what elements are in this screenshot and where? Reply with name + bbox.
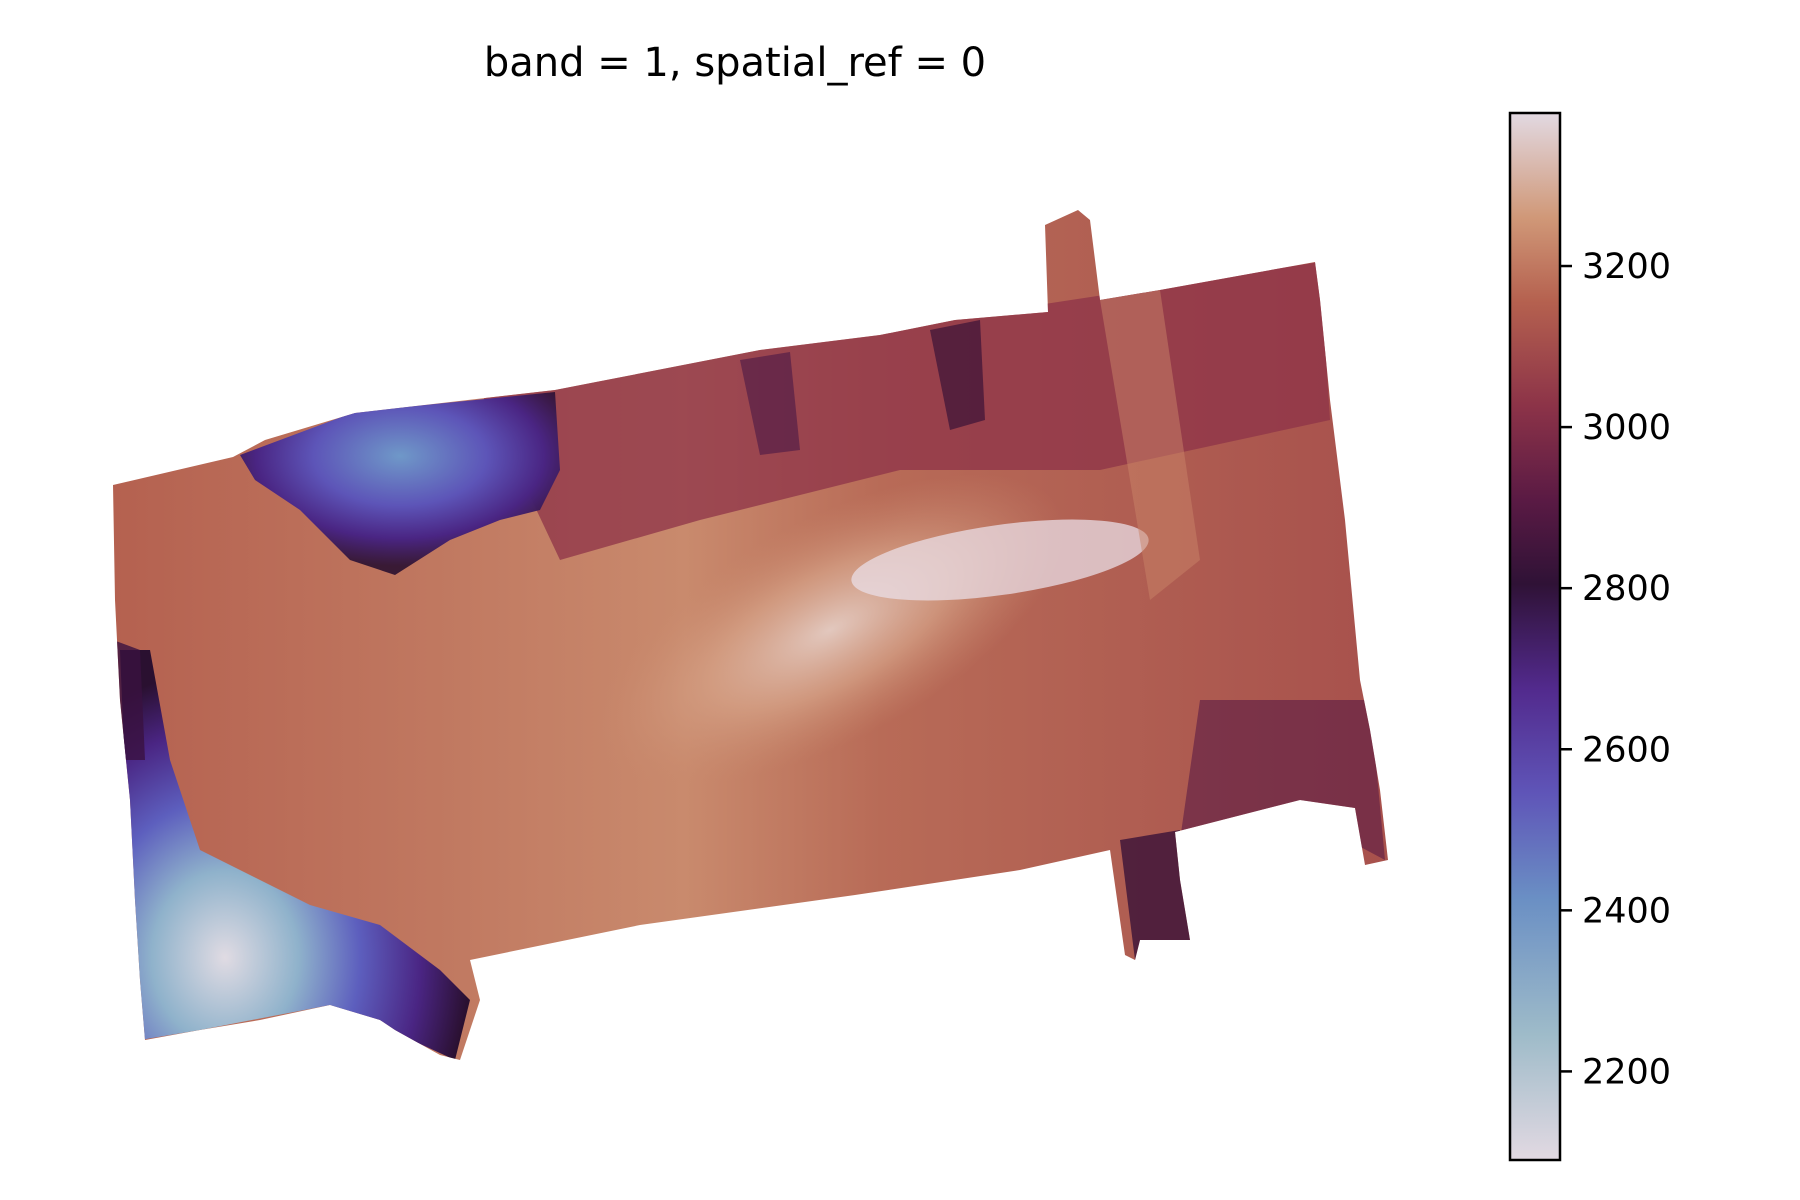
colorbar-tick-label: 2400 xyxy=(1582,891,1671,931)
colorbar: 2200 2400 2600 2800 3000 3200 xyxy=(1508,111,1671,1162)
colorbar-ticks: 2200 2400 2600 2800 3000 3200 xyxy=(1560,247,1671,1092)
colorbar-tick-label: 3200 xyxy=(1582,247,1671,287)
colorbar-tick-label: 3000 xyxy=(1582,408,1671,448)
raster-image xyxy=(113,210,1388,1060)
colorbar-tick-label: 2200 xyxy=(1582,1052,1671,1092)
colorbar-tick-label: 2600 xyxy=(1582,730,1671,770)
colorbar-tick-label: 2800 xyxy=(1582,569,1671,609)
colorbar-gradient xyxy=(1508,111,1562,1162)
chart-title: band = 1, spatial_ref = 0 xyxy=(483,40,987,86)
